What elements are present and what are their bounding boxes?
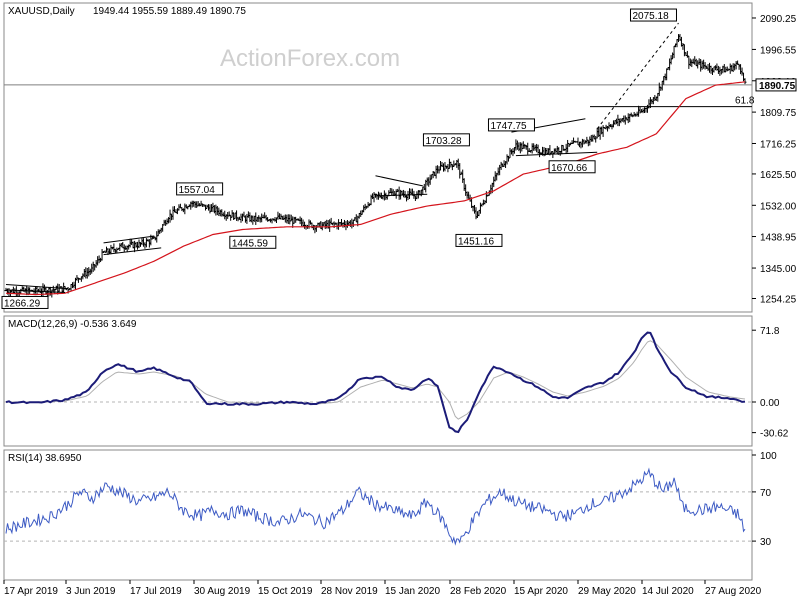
price-annotation-box bbox=[629, 8, 677, 22]
price-tick-label: 1716.25 bbox=[760, 139, 797, 150]
date-tick-label: 17 Jul 2019 bbox=[130, 586, 182, 597]
date-tick-label: 14 Jul 2020 bbox=[642, 586, 694, 597]
wedge-line-upper bbox=[5, 283, 66, 290]
watermark: ActionForex.com bbox=[220, 45, 400, 72]
macd-tick-label: -30.62 bbox=[760, 429, 789, 440]
price-tick-label: 1625.50 bbox=[760, 170, 797, 181]
date-tick-label: 3 Jun 2019 bbox=[66, 586, 116, 597]
price-annotation-label: 2075.18 bbox=[632, 11, 669, 22]
date-tick-label: 28 Nov 2019 bbox=[321, 586, 378, 597]
price-annotation-label: 1670.66 bbox=[551, 163, 588, 174]
price-annotation-box bbox=[487, 118, 535, 132]
macd-plot: 71.8 0.00 -30.62 bbox=[4, 326, 789, 440]
rsi-tick-label: 100 bbox=[760, 451, 777, 462]
channel-line-lower bbox=[515, 151, 598, 157]
price-tick-label: 1809.75 bbox=[760, 108, 797, 119]
rsi-tick-label: 30 bbox=[760, 537, 772, 548]
flag-line-lower bbox=[103, 247, 162, 256]
price-annotation-label: 1451.16 bbox=[458, 236, 495, 247]
date-tick-label: 29 May 2020 bbox=[578, 586, 636, 597]
macd-panel-label: MACD(12,26,9) -0.536 3.649 bbox=[8, 319, 137, 330]
price-tick-label: 1996.55 bbox=[760, 45, 797, 56]
price-tick-label: 1438.95 bbox=[760, 233, 797, 244]
price-annotation-box bbox=[455, 233, 503, 247]
chart-header-ohlc: 1949.44 1955.59 1889.49 1890.75 bbox=[93, 6, 246, 17]
date-tick-label: 15 Oct 2019 bbox=[258, 586, 313, 597]
macd-line bbox=[5, 331, 746, 434]
price-tick-label: 1254.25 bbox=[760, 295, 797, 306]
macd-tick-label: 0.00 bbox=[760, 398, 780, 409]
price-tick-label: 2090.25 bbox=[760, 14, 797, 25]
rsi-panel-label: RSI(14) 38.6950 bbox=[8, 453, 82, 464]
price-annotation-box bbox=[422, 133, 470, 147]
price-annotation-label: 1445.59 bbox=[232, 238, 269, 249]
flag-line-upper bbox=[103, 235, 154, 244]
chart-header-symbol: XAUUSD,Daily bbox=[8, 6, 75, 17]
projection-dashed-line bbox=[596, 22, 679, 130]
price-annotation-box bbox=[176, 182, 224, 196]
price-tick-label: 1345.00 bbox=[760, 264, 797, 275]
price-annotation-label: 1703.28 bbox=[425, 136, 462, 147]
price-annotation-label: 1557.04 bbox=[179, 185, 216, 196]
price-annotation-label: 1266.29 bbox=[4, 298, 41, 309]
price-annotation-box bbox=[229, 235, 277, 249]
last-price-label: 1890.75 bbox=[759, 81, 796, 92]
date-tick-label: 27 Aug 2020 bbox=[705, 586, 762, 597]
macd-signal-line bbox=[6, 340, 746, 420]
macd-panel-frame bbox=[3, 315, 753, 447]
rsi-tick-label: 70 bbox=[760, 488, 772, 499]
price-plot: 61.8 2075.18 1747.75 1703.28 1670.66 1557.04 1… bbox=[1, 8, 755, 309]
price-tick-label: 1532.00 bbox=[760, 201, 797, 212]
price-annotation-box bbox=[548, 160, 596, 174]
macd-tick-label: 71.8 bbox=[760, 326, 780, 337]
date-tick-label: 28 Feb 2020 bbox=[450, 586, 507, 597]
date-tick-label: 15 Jan 2020 bbox=[385, 586, 440, 597]
triangle-line-lower bbox=[375, 193, 428, 197]
date-axis: 17 Apr 2019 3 Jun 2019 17 Jul 2019 30 Aug 2… bbox=[3, 580, 762, 597]
triangle-line-upper bbox=[375, 175, 423, 187]
rsi-plot: 100 70 30 bbox=[4, 451, 777, 548]
ema-line bbox=[5, 81, 746, 296]
price-annotation-box bbox=[1, 295, 49, 309]
price-annotation-label: 1747.75 bbox=[490, 121, 527, 132]
last-price-box bbox=[755, 78, 797, 92]
price-panel-frame bbox=[3, 2, 753, 313]
date-tick-label: 30 Aug 2019 bbox=[194, 586, 251, 597]
rsi-panel-frame bbox=[3, 449, 753, 581]
wedge-line-lower bbox=[5, 289, 66, 294]
fib-618-label: 61.8 bbox=[735, 96, 755, 107]
rsi-line bbox=[5, 467, 746, 546]
date-tick-label: 15 Apr 2020 bbox=[514, 586, 568, 597]
price-axis: 2090.251996.551903.101809.751716.251625.… bbox=[752, 14, 797, 306]
date-tick-label: 17 Apr 2019 bbox=[4, 586, 58, 597]
